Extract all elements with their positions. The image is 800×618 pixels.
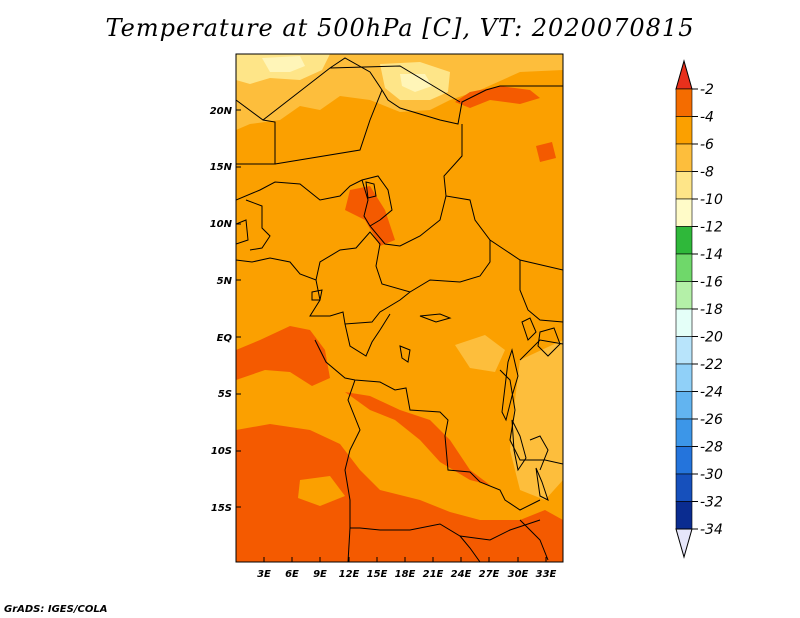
grads-credit: GrADS: IGES/COLA	[4, 604, 108, 615]
lon-label: 9E	[313, 569, 327, 580]
longitude-ticks	[263, 557, 547, 562]
latitude-ticks	[236, 109, 241, 508]
temperature-region-warmest-gulf	[236, 326, 330, 386]
colorbar-swatch	[675, 143, 693, 172]
colorbar: -2 -4 -6 -8 -10 -12 -14 -16 -18 -20 -22 -24 -26 -28 -3…	[675, 59, 723, 559]
colorbar-swatch	[675, 501, 693, 530]
colorbar-swatch	[675, 281, 693, 310]
colorbar-swatch	[675, 336, 693, 365]
temperature-region-mid-central	[455, 335, 505, 372]
map-panel	[236, 54, 563, 562]
temperature-region-coolest-2	[400, 74, 432, 92]
lat-label: 10S	[211, 446, 232, 457]
colorbar-label: -10	[700, 192, 723, 208]
latitude-axis: 20N 15N 10N 5N EQ 5S 10S 15S	[210, 106, 233, 514]
colorbar-bottom-arrow	[675, 528, 693, 559]
lake-outlines	[311, 181, 561, 501]
lon-label: 18E	[395, 569, 416, 580]
lon-label: 21E	[423, 569, 444, 580]
lat-label: 10N	[210, 219, 233, 230]
colorbar-swatch	[675, 473, 693, 502]
colorbar-label: -28	[700, 440, 723, 456]
colorbar-label: -4	[700, 110, 714, 126]
colorbar-label: -30	[700, 467, 723, 483]
lon-label: 15E	[367, 569, 388, 580]
colorbar-label: -8	[700, 165, 714, 181]
colorbar-label: -16	[700, 275, 723, 291]
temperature-region-warmest-congo	[345, 392, 490, 485]
temperature-region-warmest-sudan	[536, 142, 556, 162]
temperature-region-coolest	[262, 56, 305, 72]
colorbar-label: -18	[700, 302, 723, 318]
lat-label: EQ	[217, 333, 233, 344]
colorbar-label: -26	[700, 412, 723, 428]
temperature-region-warm-pocket	[298, 476, 345, 506]
lat-label: 5N	[217, 276, 233, 287]
colorbar-swatch	[675, 116, 693, 145]
colorbar-swatch	[675, 308, 693, 337]
colorbar-label: -32	[700, 495, 723, 511]
colorbar-swatch	[675, 446, 693, 475]
longitude-axis: 3E 6E 9E 12E 15E 18E 21E 24E 27E 30E 33E	[257, 569, 556, 580]
colorbar-label: -22	[700, 357, 723, 373]
lat-label: 5S	[218, 389, 232, 400]
temperature-region-warmest-nigeria	[345, 186, 395, 246]
lon-label: 30E	[508, 569, 529, 580]
lat-label: 15S	[211, 503, 232, 514]
lon-label: 12E	[339, 569, 360, 580]
colorbar-swatch	[675, 198, 693, 227]
lon-label: 24E	[451, 569, 472, 580]
country-borders	[236, 57, 563, 562]
colorbar-label: -24	[700, 385, 723, 401]
lat-label: 15N	[210, 162, 233, 173]
colorbar-swatch	[675, 363, 693, 392]
colorbar-top-arrow	[675, 59, 693, 90]
lon-label: 27E	[479, 569, 500, 580]
lon-label: 6E	[285, 569, 299, 580]
colorbar-swatch	[675, 418, 693, 447]
colorbar-label: -2	[700, 82, 714, 98]
colorbar-swatch	[675, 171, 693, 200]
temperature-region-warmest-south	[236, 424, 563, 562]
colorbar-label: -34	[700, 522, 723, 538]
temperature-region-warmest-ne	[455, 86, 540, 108]
colorbar-swatch	[675, 253, 693, 282]
colorbar-label: -20	[700, 330, 723, 346]
colorbar-swatch	[675, 88, 693, 117]
lon-label: 3E	[257, 569, 271, 580]
chart-title: Temperature at 500hPa [C], VT: 202007081…	[105, 14, 695, 42]
lon-label: 33E	[536, 569, 557, 580]
colorbar-label: -14	[700, 247, 723, 263]
colorbar-label: -12	[700, 220, 723, 236]
map-frame	[235, 53, 564, 563]
colorbar-swatch	[675, 226, 693, 255]
lat-label: 20N	[210, 106, 233, 117]
temperature-region-cool-ne	[470, 54, 563, 68]
colorbar-label: -6	[700, 137, 714, 153]
colorbar-swatch	[675, 391, 693, 420]
